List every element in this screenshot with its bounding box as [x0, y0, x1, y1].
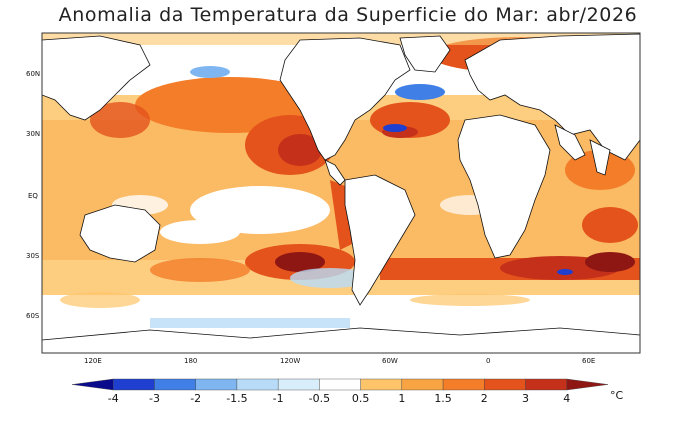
colorbar-swatch [360, 378, 403, 391]
lat-tick-label: 30N [26, 130, 40, 138]
arabia [554, 124, 586, 161]
lat-tick-label: 60S [26, 312, 40, 320]
colorbar-swatch [401, 378, 444, 391]
map-frame [41, 32, 641, 354]
colorbar-swatch [277, 378, 320, 391]
colorbar-tick-label: -1.5 [226, 392, 247, 405]
africa [457, 114, 551, 259]
lon-tick-label: 120E [84, 357, 102, 365]
lon-tick-label: 180 [184, 357, 197, 365]
colorbar-swatch [71, 378, 114, 391]
colorbar-swatch [195, 378, 238, 391]
lat-tick-label: 30S [26, 252, 40, 260]
lon-tick-label: 60E [582, 357, 595, 365]
colorbar-tick-label: 3 [522, 392, 529, 405]
latitude-axis: 60N 30N EQ 30S 60S [26, 70, 40, 320]
colorbar-swatch [525, 378, 567, 391]
lon-tick-label: 0 [486, 357, 490, 365]
colorbar-swatch [442, 378, 485, 391]
colorbar-tick-label: 0.5 [352, 392, 370, 405]
colorbar-tick-label: -2 [190, 392, 201, 405]
colorbar-tick-label: -3 [149, 392, 160, 405]
lon-tick-label: 120W [280, 357, 300, 365]
colorbar-tick-label: 1 [398, 392, 405, 405]
colorbar-swatch [319, 378, 361, 391]
india [589, 139, 611, 176]
continents [42, 33, 640, 353]
colorbar: -4 -3 -2 -1.5 -1 -0.5 0.5 1 1.5 2 3 4 [71, 378, 609, 405]
map-title: Anomalia da Temperatura da Superficie do… [58, 4, 638, 26]
central-america [324, 159, 346, 186]
lat-tick-label: 60N [26, 70, 40, 78]
lon-tick-label: 60W [382, 357, 398, 365]
lat-tick-label: EQ [28, 192, 38, 200]
colorbar-tick-label: -0.5 [309, 392, 330, 405]
greenland [399, 35, 451, 73]
east-asia [42, 35, 151, 121]
australia [79, 204, 161, 263]
colorbar-unit: °C [610, 389, 624, 402]
colorbar-tick-label: -4 [108, 392, 119, 405]
colorbar-swatch [236, 378, 279, 391]
colorbar-tick-label: -1 [273, 392, 284, 405]
colorbar-tick-label: 4 [563, 392, 570, 405]
colorbar-swatch [566, 378, 609, 391]
colorbar-tick-label: 1.5 [434, 392, 452, 405]
south-america [344, 174, 416, 306]
north-america [279, 37, 411, 161]
colorbar-swatch [113, 378, 155, 391]
colorbar-swatch [484, 378, 526, 391]
colorbar-swatch [154, 378, 196, 391]
colorbar-tick-label: 2 [481, 392, 488, 405]
longitude-axis: 120E 180 120W 60W 0 60E [84, 357, 595, 365]
antarctica [42, 327, 640, 353]
